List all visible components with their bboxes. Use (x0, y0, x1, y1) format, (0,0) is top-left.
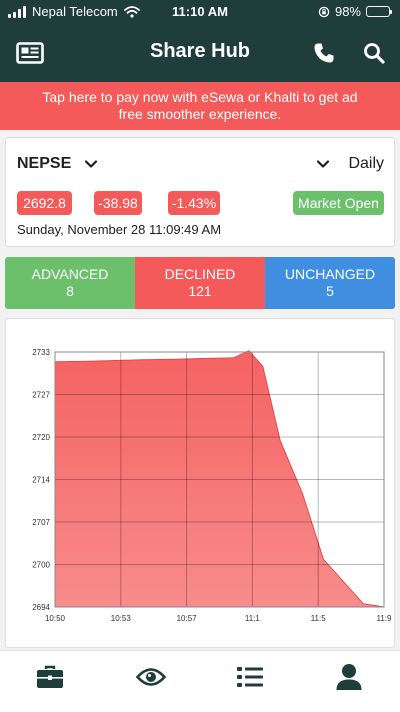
period-chevron-down-icon[interactable] (316, 157, 330, 171)
list-icon[interactable] (235, 663, 265, 691)
market-status-badge: Market Open (293, 191, 384, 215)
rotation-lock-icon (318, 6, 330, 17)
x-tick-label: 11:9 (377, 614, 393, 623)
index-chevron-down-icon[interactable] (84, 157, 98, 171)
carrier-group: Nepal Telecom (8, 4, 140, 19)
index-datetime: Sunday, November 28 11:09:49 AM (17, 222, 222, 237)
advanced-label: ADVANCED (31, 266, 109, 282)
advanced-cell[interactable]: ADVANCED 8 (5, 257, 135, 309)
app-header: Share Hub (0, 24, 400, 82)
index-percent-badge: -1.43% (168, 191, 220, 215)
x-tick-label: 10:57 (177, 614, 198, 623)
battery-group: 98% (318, 4, 392, 19)
x-tick-label: 11:1 (245, 614, 261, 623)
y-tick-label: 2700 (32, 561, 50, 570)
search-icon[interactable] (360, 40, 388, 66)
phone-icon[interactable] (310, 40, 338, 66)
y-tick-label: 2733 (32, 348, 50, 357)
signal-icon (8, 5, 26, 18)
x-tick-label: 10:50 (45, 614, 66, 623)
battery-percent: 98% (334, 4, 361, 19)
index-name: NEPSE (17, 155, 72, 172)
newspaper-icon[interactable] (16, 40, 44, 66)
area-series (54, 350, 385, 608)
battery-icon (366, 6, 392, 17)
clock: 11:10 AM (172, 4, 228, 19)
x-tick-label: 10:53 (111, 614, 132, 623)
declined-cell[interactable]: DECLINED 121 (135, 257, 265, 309)
declined-count: 121 (188, 283, 212, 299)
index-chart-card: 2733 2727 2720 2714 2707 2700 2694 10:50 10:53 1… (5, 318, 395, 648)
status-bar: Nepal Telecom 11:10 AM 98% (0, 0, 400, 24)
user-icon[interactable] (334, 663, 364, 691)
period-select[interactable]: Daily (348, 155, 384, 172)
y-tick-label: 2714 (32, 476, 50, 485)
unchanged-count: 5 (326, 283, 334, 299)
y-tick-label: 2720 (32, 433, 50, 442)
index-area-chart: 2733 2727 2720 2714 2707 2700 2694 10:50 10:53 1… (32, 348, 393, 623)
bottom-tab-bar (0, 650, 400, 712)
wifi-icon (123, 5, 140, 18)
advanced-count: 8 (66, 283, 74, 299)
briefcase-icon[interactable] (35, 663, 65, 691)
x-tick-label: 11:5 (311, 614, 327, 623)
unchanged-cell[interactable]: UNCHANGED 5 (265, 257, 395, 309)
index-summary-card: NEPSE Daily 2692.8 -38.98 -1.43% Market … (5, 137, 395, 247)
index-value-badge: 2692.8 (17, 191, 72, 215)
unchanged-label: UNCHANGED (284, 266, 376, 282)
y-tick-label: 2694 (32, 603, 50, 612)
carrier-label: Nepal Telecom (32, 4, 118, 19)
eye-icon[interactable] (136, 663, 166, 691)
y-tick-label: 2707 (32, 518, 50, 527)
promo-banner[interactable]: Tap here to pay now with eSewa or Khalti… (0, 82, 400, 130)
y-tick-label: 2727 (32, 391, 50, 400)
declined-label: DECLINED (164, 266, 236, 282)
market-breadth: ADVANCED 8 DECLINED 121 UNCHANGED 5 (5, 257, 395, 309)
app-title: Share Hub (149, 40, 251, 62)
index-change-badge: -38.98 (94, 191, 142, 215)
